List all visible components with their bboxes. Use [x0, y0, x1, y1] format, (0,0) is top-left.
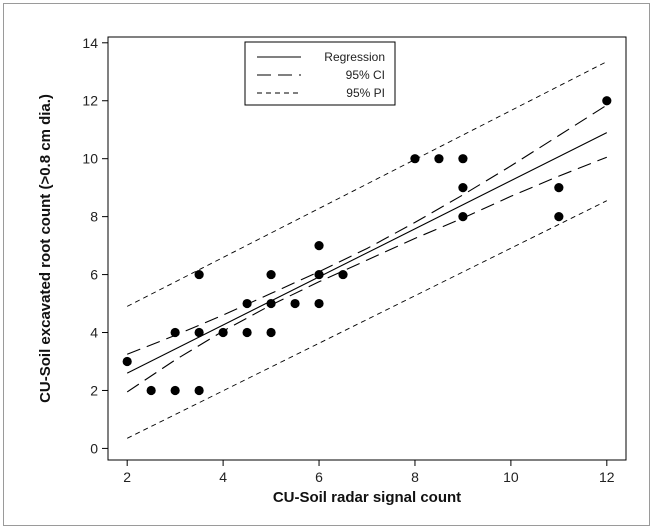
data-point [242, 327, 252, 338]
data-point [314, 269, 324, 280]
series-line-solid-0 [126, 132, 608, 374]
data-point [554, 212, 564, 222]
legend-label: 95% CI [346, 68, 385, 82]
data-point [266, 298, 276, 309]
data-point [338, 269, 348, 280]
legend: Regression 95% CI 95% PI [244, 41, 396, 106]
data-point [218, 327, 228, 338]
plot-area [107, 36, 627, 461]
x-tick-label: 8 [411, 469, 419, 485]
legend-label: Regression [324, 50, 385, 64]
y-tick-label: 8 [90, 209, 98, 225]
data-point [194, 385, 204, 396]
y-tick-label: 10 [82, 151, 98, 167]
x-tick-label: 12 [599, 469, 615, 485]
legend-label: 95% PI [346, 86, 385, 100]
data-point [410, 154, 420, 164]
data-point [242, 298, 252, 309]
y-tick-label: 12 [82, 93, 98, 109]
y-tick-label: 6 [90, 267, 98, 283]
x-axis: 2 4 6 8 10 12 [123, 460, 615, 485]
y-axis: 0 2 4 6 8 10 12 14 [82, 35, 108, 456]
y-tick-label: 4 [90, 325, 98, 341]
legend-box [244, 41, 396, 106]
data-point [314, 298, 324, 309]
data-point [170, 327, 180, 338]
x-axis-title: CU-Soil radar signal count [273, 489, 461, 506]
x-tick-label: 6 [315, 469, 323, 485]
series-line-short-dash-4 [127, 200, 607, 439]
x-tick-label: 2 [123, 469, 131, 485]
data-point [194, 269, 204, 280]
y-tick-label: 14 [82, 35, 98, 51]
data-point [458, 212, 468, 222]
data-point [266, 327, 276, 338]
data-point [122, 356, 132, 367]
series-line-long-dash-2 [126, 156, 608, 393]
data-point [146, 385, 156, 396]
data-point [602, 96, 612, 106]
fit-lines [126, 61, 608, 439]
data-point [314, 241, 324, 251]
data-point [434, 154, 444, 164]
y-tick-label: 0 [90, 440, 98, 456]
series-line-long-dash-1 [126, 104, 608, 355]
data-point [458, 154, 468, 164]
data-point [554, 183, 564, 193]
data-point [290, 298, 300, 309]
y-tick-label: 2 [90, 382, 98, 398]
x-tick-label: 4 [219, 469, 227, 485]
y-axis-title: CU-Soil excavated root count (>0.8 cm di… [37, 94, 54, 403]
data-points [122, 96, 612, 396]
x-tick-label: 10 [503, 469, 519, 485]
plot-border [107, 36, 627, 461]
data-point [458, 183, 468, 193]
data-point [266, 269, 276, 280]
data-point [194, 327, 204, 338]
data-point [170, 385, 180, 396]
